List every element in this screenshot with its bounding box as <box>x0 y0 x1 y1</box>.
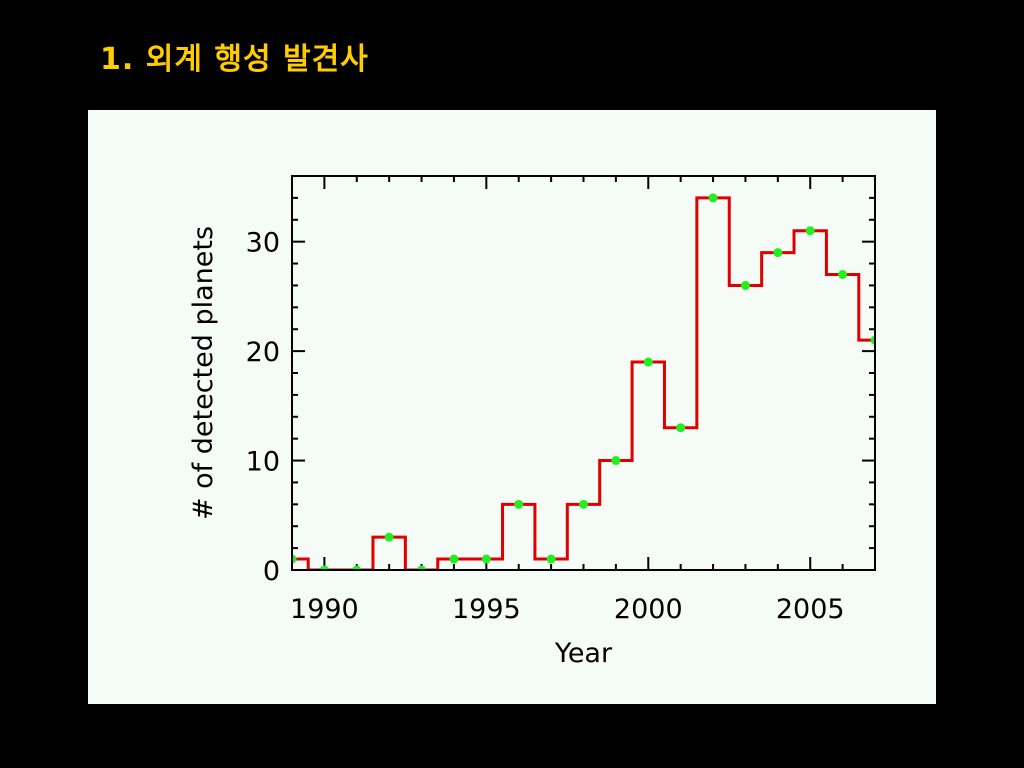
data-point-2001 <box>676 423 686 433</box>
data-point-1994 <box>449 554 459 564</box>
ticks-layer <box>291 175 876 571</box>
data-point-2000 <box>643 357 653 367</box>
data-point-1991 <box>352 565 362 570</box>
slide-title: 1. 외계 행성 발견사 <box>100 42 369 77</box>
x-tick-label: 1995 <box>452 594 521 625</box>
step-line-series-0 <box>292 196 875 570</box>
chart-panel: 1990 1995 2000 2005 0 10 20 30 Year # of detect… <box>88 110 936 704</box>
data-point-2002 <box>708 193 718 203</box>
x-tick-label: 2000 <box>614 594 683 625</box>
x-tick-label: 1990 <box>290 594 359 625</box>
y-tick-label: 30 <box>246 228 280 259</box>
plot-frame <box>291 175 876 571</box>
data-point-1990 <box>319 565 329 570</box>
data-layer <box>292 193 875 570</box>
data-point-2003 <box>740 280 750 290</box>
data-point-1997 <box>546 554 556 564</box>
detected-planets-chart: 1990 1995 2000 2005 0 10 20 30 Year # of detect… <box>188 175 876 669</box>
y-tick-label: 10 <box>246 447 280 478</box>
data-point-1993 <box>417 565 427 570</box>
x-tick-label: 2005 <box>776 594 845 625</box>
data-point-1989 <box>292 554 297 564</box>
data-point-1998 <box>579 499 588 509</box>
data-point-1992 <box>384 532 394 542</box>
x-axis-title: Year <box>554 638 613 669</box>
data-point-1999 <box>611 456 621 466</box>
data-point-1995 <box>481 554 491 564</box>
y-axis-title: # of detected planets <box>188 226 219 520</box>
tick-labels-layer: 1990 1995 2000 2005 0 10 20 30 <box>246 228 845 625</box>
y-tick-label: 20 <box>246 337 280 368</box>
data-point-2004 <box>773 248 783 258</box>
data-point-2005 <box>805 226 815 236</box>
y-tick-label: 0 <box>263 556 280 587</box>
data-point-2006 <box>838 270 848 279</box>
data-point-1996 <box>514 499 524 509</box>
data-point-2007 <box>870 335 875 345</box>
